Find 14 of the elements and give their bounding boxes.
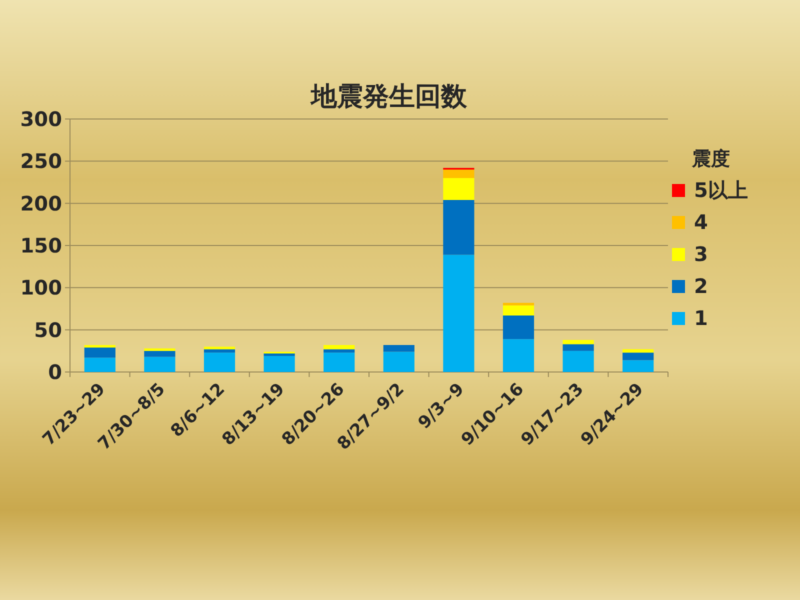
y-tick-label: 0: [48, 360, 62, 384]
legend-label: 2: [694, 274, 708, 298]
y-tick-label: 300: [20, 107, 62, 131]
legend-label: 1: [694, 306, 708, 330]
legend-title: 震度: [691, 148, 730, 170]
legend-label: 3: [694, 242, 708, 266]
y-tick-label: 150: [20, 234, 62, 258]
y-tick-label: 100: [20, 276, 62, 300]
y-tick-label: 250: [20, 149, 62, 174]
y-tick-label: 200: [20, 191, 62, 216]
legend-label: 5以上: [694, 178, 748, 202]
legend-label: 4: [694, 210, 708, 234]
chart-title: 地震発生回数: [310, 82, 468, 112]
y-tick-label: 50: [34, 318, 62, 342]
